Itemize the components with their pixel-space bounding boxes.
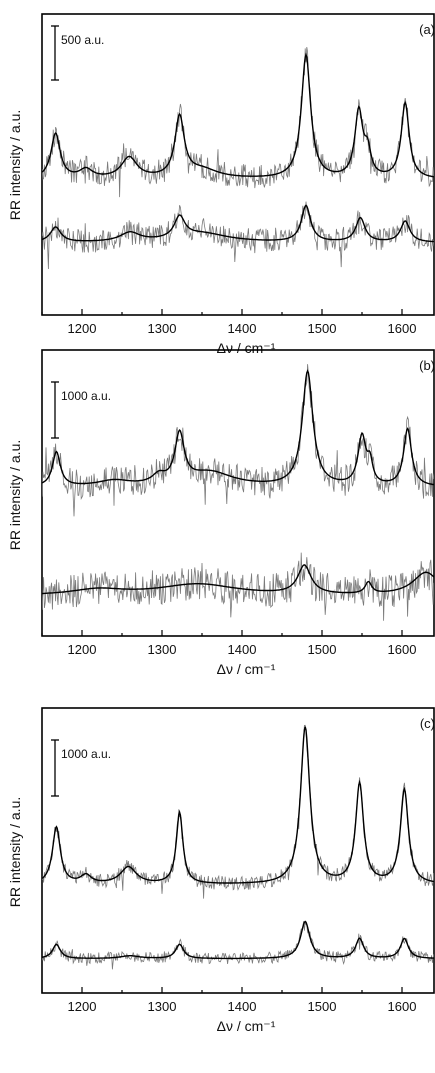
scale-bar	[51, 381, 59, 439]
raw-spectrum-1	[42, 46, 434, 198]
x-tick-label: 1300	[148, 999, 177, 1014]
fitted-spectrum-2	[42, 564, 434, 595]
raw-spectrum-1	[42, 364, 434, 517]
fitted-spectrum-2	[42, 204, 434, 243]
scale-bar	[51, 25, 59, 81]
fitted-spectrum-1	[42, 726, 434, 884]
scale-bar-label: 500 a.u.	[61, 33, 104, 47]
x-tick-label: 1600	[388, 642, 417, 657]
raw-spectrum-2	[42, 201, 434, 270]
panel-b: 1200 1300 1400 1500 1600 Δν / cm⁻¹ RR intensit…	[7, 349, 435, 677]
x-tick-label: 1600	[388, 999, 417, 1014]
x-tick-label: 1400	[228, 321, 257, 336]
x-tick-label: 1500	[308, 321, 337, 336]
y-axis-label: RR intensity / a.u.	[7, 110, 23, 221]
x-tick-label: 1500	[308, 642, 337, 657]
fitted-spectrum-1	[42, 369, 434, 486]
raw-spectrum-1	[42, 724, 434, 899]
panel-a: 1200 1300 1400 1500 1600 Δν / cm⁻¹ RR intensit…	[7, 13, 435, 356]
raw-spectrum-2	[42, 552, 434, 621]
scale-bar-label: 1000 a.u.	[61, 747, 111, 761]
x-tick-label: 1300	[148, 642, 177, 657]
plot-frame	[41, 707, 435, 994]
x-tick-label: 1600	[388, 321, 417, 336]
x-tick-label: 1200	[68, 321, 97, 336]
scale-bar	[51, 739, 59, 797]
fitted-spectrum-2	[42, 920, 434, 960]
y-axis-label: RR intensity / a.u.	[7, 440, 23, 551]
scale-bar-label: 1000 a.u.	[61, 389, 111, 403]
x-axis-label: Δν / cm⁻¹	[217, 1018, 276, 1034]
fitted-spectrum-1	[42, 52, 434, 178]
plot-frame	[41, 13, 435, 316]
x-tick-label: 1400	[228, 642, 257, 657]
raw-spectrum-2	[42, 921, 434, 970]
x-tick-label: 1500	[308, 999, 337, 1014]
panel-label: (a)	[419, 22, 435, 37]
x-tick-label: 1300	[148, 321, 177, 336]
x-tick-label: 1400	[228, 999, 257, 1014]
panel-label: (b)	[419, 358, 435, 373]
x-tick-label: 1200	[68, 642, 97, 657]
x-tick-label: 1200	[68, 999, 97, 1014]
x-axis-label: Δν / cm⁻¹	[217, 661, 276, 677]
x-axis-label: Δν / cm⁻¹	[217, 340, 276, 356]
panel-label: (c)	[420, 716, 435, 731]
y-axis-label: RR intensity / a.u.	[7, 797, 23, 908]
panel-c: 1200 1300 1400 1500 1600 Δν / cm⁻¹ RR intensit…	[7, 707, 435, 1034]
